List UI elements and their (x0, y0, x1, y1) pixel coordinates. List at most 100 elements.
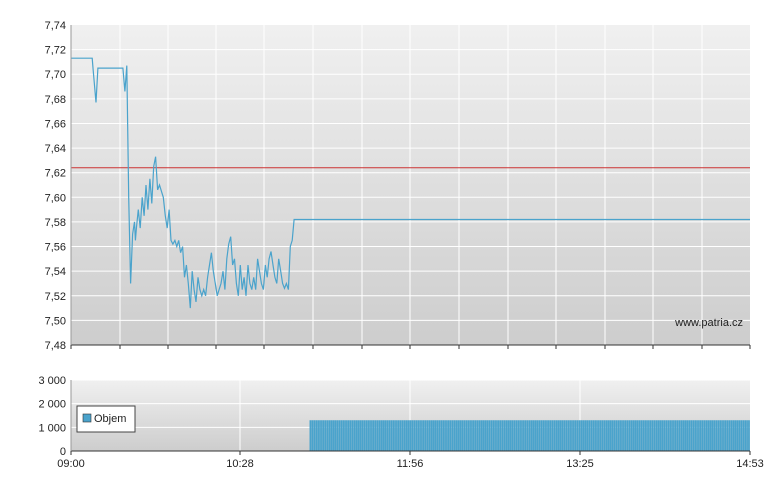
volume-bar (610, 420, 612, 451)
price-y-tick-label: 7,66 (45, 118, 66, 130)
volume-bar (596, 420, 598, 451)
volume-bar (338, 420, 340, 451)
volume-bar (513, 420, 515, 451)
volume-bar (594, 420, 596, 451)
volume-bar (669, 420, 671, 451)
volume-bar (560, 420, 562, 451)
volume-bar (698, 420, 700, 451)
volume-bar (542, 420, 544, 451)
volume-bar (731, 420, 733, 451)
price-y-tick-label: 7,48 (45, 340, 66, 352)
volume-bar (427, 420, 429, 451)
volume-bar (333, 420, 335, 451)
volume-bar (650, 420, 652, 451)
volume-bar (677, 420, 679, 451)
volume-bar (558, 420, 560, 451)
volume-bar (533, 420, 535, 451)
volume-bar (371, 420, 373, 451)
volume-bar (486, 420, 488, 451)
volume-bar (396, 420, 398, 451)
price-y-tick-label: 7,50 (45, 315, 66, 327)
volume-bar (604, 420, 606, 451)
volume-bar (748, 420, 750, 451)
volume-bar (727, 420, 729, 451)
volume-bar (563, 420, 565, 451)
volume-bar (313, 420, 315, 451)
volume-y-tick-label: 2 000 (38, 399, 66, 411)
volume-bar (562, 420, 564, 451)
volume-bar (612, 420, 614, 451)
x-tick-label: 10:28 (226, 458, 254, 470)
volume-bar (388, 420, 390, 451)
volume-bar (665, 420, 667, 451)
volume-bar (629, 420, 631, 451)
volume-bar (608, 420, 610, 451)
volume-bar (319, 420, 321, 451)
volume-bar (708, 420, 710, 451)
price-y-tick-label: 7,56 (45, 242, 66, 254)
volume-bar (742, 420, 744, 451)
volume-bar (717, 420, 719, 451)
volume-bar (511, 420, 513, 451)
volume-bar (681, 420, 683, 451)
volume-bar (662, 420, 664, 451)
volume-bar (423, 420, 425, 451)
price-y-tick-label: 7,60 (45, 192, 66, 204)
volume-bar (390, 420, 392, 451)
volume-bar (504, 420, 506, 451)
volume-bar (446, 420, 448, 451)
legend-label: Objem (94, 413, 126, 425)
volume-bar (411, 420, 413, 451)
volume-bar (369, 420, 371, 451)
volume-bar (531, 420, 533, 451)
volume-bar (621, 420, 623, 451)
volume-bar (485, 420, 487, 451)
volume-bar (627, 420, 629, 451)
volume-bar (477, 420, 479, 451)
volume-bar (735, 420, 737, 451)
volume-bar (694, 420, 696, 451)
volume-bar (386, 420, 388, 451)
price-y-tick-label: 7,54 (45, 266, 66, 278)
volume-bar (336, 420, 338, 451)
x-tick-label: 11:56 (397, 458, 424, 470)
volume-bar (431, 420, 433, 451)
volume-bar (481, 420, 483, 451)
volume-bar (383, 420, 385, 451)
volume-bar (454, 420, 456, 451)
volume-bar (365, 420, 367, 451)
volume-bar (506, 420, 508, 451)
price-y-tick-label: 7,70 (45, 69, 66, 81)
volume-bar (623, 420, 625, 451)
volume-bar (579, 420, 581, 451)
volume-bar (521, 420, 523, 451)
volume-bar (631, 420, 633, 451)
volume-bar (342, 420, 344, 451)
volume-bar (552, 420, 554, 451)
volume-bar (419, 420, 421, 451)
volume-bar (402, 420, 404, 451)
volume-bar (394, 420, 396, 451)
volume-bar (606, 420, 608, 451)
volume-bar (615, 420, 617, 451)
volume-bar (687, 420, 689, 451)
volume-bar (685, 420, 687, 451)
volume-bar (479, 420, 481, 451)
volume-bar (635, 420, 637, 451)
volume-bar (556, 420, 558, 451)
volume-bar (473, 420, 475, 451)
volume-bar (350, 420, 352, 451)
volume-bar (440, 420, 442, 451)
volume-bar (492, 420, 494, 451)
volume-bar (625, 420, 627, 451)
volume-bar (321, 420, 323, 451)
legend-swatch (83, 414, 91, 422)
volume-bar (554, 420, 556, 451)
volume-bar (712, 420, 714, 451)
volume-bar (673, 420, 675, 451)
volume-bar (435, 420, 437, 451)
volume-bar (317, 420, 319, 451)
volume-bar (527, 420, 529, 451)
volume-bar (587, 420, 589, 451)
volume-bar (425, 420, 427, 451)
